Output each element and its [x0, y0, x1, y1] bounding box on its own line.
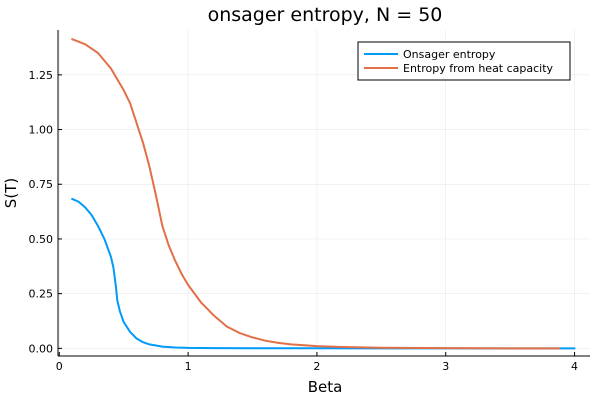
- tick-labels: 0 1 2 3 4 0.00 0.25 0.50 0.75 1.00 1.25: [29, 69, 579, 373]
- legend-box: [357, 41, 571, 81]
- series-line-entropy-from-heat-capacity: [71, 38, 561, 350]
- x-tick-label: 3: [442, 360, 449, 373]
- x-tick-label: 4: [571, 360, 578, 373]
- legend: Onsager entropy Entropy from heat capaci…: [357, 41, 571, 81]
- legend-label-onsager-entropy: Onsager entropy: [403, 48, 496, 61]
- x-tick-label: 2: [313, 360, 320, 373]
- y-axis-title: S(T): [2, 178, 20, 208]
- series-line-onsager-entropy: [71, 197, 576, 350]
- x-tick-label: 0: [56, 360, 63, 373]
- axes: [57, 30, 590, 357]
- series-lines: [71, 38, 576, 350]
- x-tick-label: 1: [185, 360, 192, 373]
- y-tick-label: 0.50: [29, 233, 54, 246]
- y-tick-label: 1.25: [29, 69, 54, 82]
- chart-title: onsager entropy, N = 50: [208, 4, 443, 26]
- y-tick-label: 0.25: [29, 288, 54, 301]
- y-tick-label: 0.75: [29, 178, 54, 191]
- y-tick-label: 1.00: [29, 124, 54, 137]
- x-axis-title: Beta: [308, 378, 343, 396]
- y-tick-label: 0.00: [29, 342, 54, 355]
- legend-label-entropy-from-heat-capacity: Entropy from heat capacity: [403, 62, 554, 75]
